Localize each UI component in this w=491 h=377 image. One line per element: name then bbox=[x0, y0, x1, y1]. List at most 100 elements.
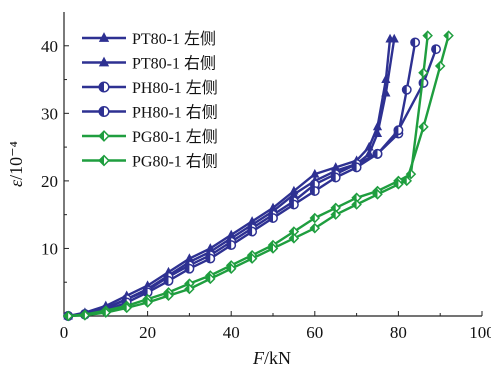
data-point bbox=[205, 253, 216, 264]
data-point-fill bbox=[310, 186, 315, 196]
x-tick-label: 100 bbox=[469, 323, 491, 342]
data-point bbox=[309, 186, 320, 196]
data-point bbox=[100, 307, 112, 318]
series-5 bbox=[62, 30, 433, 322]
data-point-fill bbox=[185, 264, 190, 273]
legend-item: PG80-1 右侧 bbox=[82, 153, 218, 171]
data-point bbox=[309, 212, 321, 224]
legend-marker bbox=[98, 56, 110, 67]
legend-marker bbox=[98, 81, 110, 93]
data-point-fill bbox=[63, 311, 69, 321]
data-point-fill bbox=[444, 31, 449, 40]
legend-label: PH80-1 左侧 bbox=[132, 79, 218, 97]
data-point bbox=[372, 128, 383, 138]
legend-marker-fill bbox=[99, 131, 104, 141]
x-tick-label: 20 bbox=[139, 323, 156, 342]
x-axis-title: F/kN bbox=[252, 348, 291, 368]
legend-item: PG80-1 左侧 bbox=[82, 128, 218, 146]
data-point bbox=[309, 222, 321, 234]
data-point bbox=[268, 213, 278, 223]
data-point-fill bbox=[80, 311, 85, 320]
legend-item: PH80-1 右侧 bbox=[82, 104, 218, 122]
data-point-fill bbox=[331, 173, 336, 182]
data-point bbox=[381, 87, 391, 97]
data-point-fill bbox=[352, 163, 357, 172]
series-3 bbox=[63, 37, 421, 321]
data-point-fill bbox=[352, 200, 357, 209]
legend-label: PH80-1 右侧 bbox=[132, 104, 218, 122]
data-point-fill bbox=[331, 210, 336, 219]
data-point bbox=[330, 209, 341, 220]
data-point bbox=[205, 273, 216, 285]
y-tick-label: 10 bbox=[41, 239, 58, 258]
series-line bbox=[68, 35, 429, 318]
data-point bbox=[393, 125, 404, 136]
legend-marker bbox=[98, 154, 110, 167]
data-point-fill bbox=[289, 234, 294, 243]
data-point-fill bbox=[402, 176, 407, 186]
data-point-fill bbox=[247, 254, 253, 263]
data-point-fill bbox=[419, 68, 424, 77]
data-point-fill bbox=[268, 213, 273, 223]
y-tick-label: 20 bbox=[41, 172, 58, 191]
data-point-fill bbox=[185, 284, 190, 294]
legend-label: PG80-1 右侧 bbox=[132, 153, 218, 171]
data-point bbox=[434, 60, 446, 72]
data-point bbox=[184, 283, 195, 295]
data-point-fill bbox=[431, 44, 437, 54]
data-point-fill bbox=[310, 223, 315, 233]
x-tick-label: 80 bbox=[390, 323, 407, 342]
legend-label: PT80-1 右侧 bbox=[132, 55, 216, 73]
data-point bbox=[330, 202, 341, 214]
series-layer bbox=[62, 30, 454, 322]
data-point bbox=[226, 240, 237, 251]
data-point-fill bbox=[101, 308, 106, 317]
series-line bbox=[68, 38, 396, 318]
y-tick-label: 30 bbox=[41, 104, 58, 123]
series-line bbox=[67, 38, 392, 318]
legend-marker-fill bbox=[99, 155, 104, 166]
data-point-fill bbox=[143, 288, 148, 297]
data-point-fill bbox=[352, 193, 357, 202]
data-point-fill bbox=[164, 276, 169, 286]
series-1 bbox=[63, 33, 395, 320]
data-point-fill bbox=[289, 227, 294, 236]
data-point bbox=[422, 30, 433, 41]
data-point bbox=[401, 175, 413, 187]
data-point-fill bbox=[373, 190, 378, 199]
axes: 0 20 40 60 80 100 10 20 30 40 bbox=[41, 12, 491, 342]
data-point bbox=[163, 290, 174, 301]
legend-marker-fill bbox=[99, 106, 104, 117]
data-point-fill bbox=[410, 38, 416, 47]
data-point bbox=[351, 199, 362, 210]
legend-label: PG80-1 左侧 bbox=[132, 128, 218, 146]
legend-marker bbox=[98, 105, 110, 118]
data-point bbox=[121, 302, 132, 314]
x-tick-label: 60 bbox=[306, 323, 323, 342]
data-point bbox=[79, 310, 91, 321]
data-point bbox=[431, 44, 441, 55]
series-line bbox=[68, 42, 417, 318]
data-point-fill bbox=[310, 213, 315, 223]
data-point bbox=[393, 179, 404, 190]
data-point-fill bbox=[227, 240, 232, 250]
data-point-fill bbox=[402, 85, 407, 94]
data-point bbox=[443, 30, 454, 41]
legend: PT80-1 左侧 PT80-1 右侧 PH80-1 左侧 PH80-1 右侧 PG80… bbox=[82, 30, 218, 171]
data-point bbox=[246, 253, 258, 264]
series-6 bbox=[62, 30, 454, 322]
legend-marker-fill bbox=[99, 82, 104, 92]
legend-marker bbox=[98, 130, 110, 142]
data-point-fill bbox=[373, 149, 378, 159]
data-point bbox=[247, 226, 258, 237]
data-point-fill bbox=[122, 303, 127, 313]
legend-item: PH80-1 左侧 bbox=[82, 79, 218, 97]
x-tick-label: 0 bbox=[60, 323, 69, 342]
data-point bbox=[225, 263, 237, 274]
legend-item: PT80-1 右侧 bbox=[82, 55, 216, 73]
data-point-fill bbox=[289, 200, 294, 209]
data-point-fill bbox=[164, 291, 169, 300]
data-point bbox=[330, 172, 341, 183]
